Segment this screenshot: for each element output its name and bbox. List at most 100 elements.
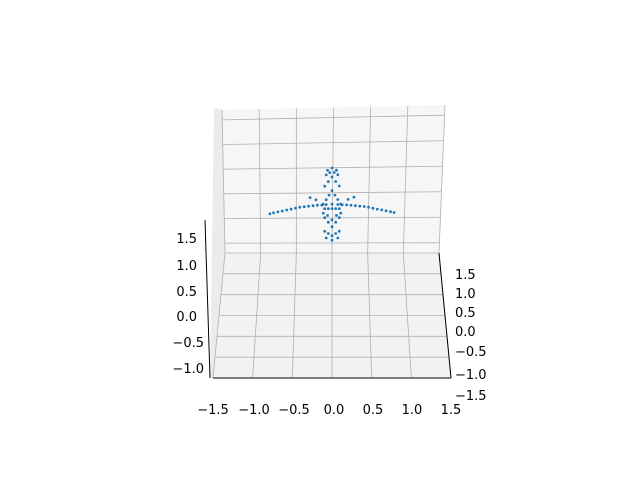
- data-point: [334, 207, 338, 211]
- data-point: [354, 204, 357, 208]
- z-tick-label: −1.0: [172, 362, 204, 377]
- data-point: [323, 184, 327, 188]
- data-point: [330, 189, 334, 193]
- data-point: [324, 236, 328, 240]
- y-tick-label: 0.5: [455, 306, 476, 321]
- data-point: [328, 171, 332, 175]
- x-tick-label: 0.5: [363, 403, 384, 418]
- data-point: [334, 232, 338, 235]
- z-gridline: [224, 216, 441, 219]
- x-gridline: [331, 107, 334, 254]
- data-point: [389, 210, 392, 214]
- data-point: [302, 205, 306, 209]
- data-point: [276, 210, 280, 214]
- data-point: [337, 207, 341, 211]
- z-tick-label: 1.0: [176, 259, 197, 274]
- data-point: [326, 220, 330, 224]
- y-tick-label: 0.0: [455, 325, 476, 340]
- data-point: [326, 214, 329, 217]
- axis-lines: [204, 219, 452, 379]
- data-point: [352, 195, 356, 199]
- tick-labels: −1.5 −1.0 −0.5 0.0 0.5 1.0 1.5 −1.5 −1.0…: [172, 232, 486, 418]
- data-point: [324, 173, 328, 177]
- data-point: [358, 204, 362, 208]
- x-tick-label: −1.0: [238, 403, 270, 418]
- data-point: [337, 216, 341, 220]
- data-point: [332, 171, 336, 174]
- data-points: [268, 166, 396, 242]
- y-tick-label: −0.5: [455, 345, 487, 360]
- data-point: [335, 168, 338, 172]
- data-point: [324, 203, 328, 207]
- data-point: [330, 175, 334, 179]
- data-point: [326, 180, 330, 184]
- x-gridline: [258, 109, 262, 254]
- z-gridline: [223, 191, 442, 195]
- data-point: [337, 184, 341, 188]
- data-point: [339, 202, 343, 206]
- z-gridline: [222, 114, 445, 121]
- data-point: [335, 214, 338, 217]
- x-tick-label: 1.0: [402, 403, 423, 418]
- data-point: [392, 211, 396, 214]
- x-tick-label: −1.5: [197, 403, 229, 418]
- data-point: [336, 236, 340, 240]
- z-tick-label: −0.5: [172, 336, 204, 351]
- data-point: [330, 238, 334, 242]
- data-point: [280, 209, 284, 213]
- x-gridline: [402, 105, 409, 254]
- data-point: [326, 168, 329, 172]
- axes-panes: [210, 105, 451, 378]
- data-point: [334, 220, 338, 224]
- data-point: [334, 180, 338, 183]
- data-point: [321, 211, 325, 215]
- data-point: [336, 203, 340, 206]
- data-point: [298, 205, 302, 209]
- data-point: [294, 206, 297, 210]
- y-axis-line: [438, 252, 452, 379]
- x-tick-label: −0.5: [278, 403, 310, 418]
- data-point: [272, 211, 275, 215]
- data-point: [307, 204, 310, 208]
- data-point: [362, 205, 366, 208]
- z-tick-label: 1.5: [176, 232, 197, 247]
- data-point: [339, 211, 343, 215]
- data-point: [311, 204, 315, 208]
- data-point: [333, 193, 337, 197]
- data-point: [346, 198, 350, 201]
- x-gridline: [221, 109, 226, 254]
- data-point: [336, 198, 340, 201]
- data-point: [323, 229, 327, 233]
- data-point: [349, 203, 353, 207]
- data-point: [289, 207, 293, 211]
- data-point: [345, 203, 348, 207]
- z-tick-label: 0.0: [176, 310, 197, 325]
- data-point: [314, 198, 318, 202]
- data-point: [285, 208, 289, 212]
- x-tick-label: 0.0: [324, 403, 345, 418]
- data-point: [326, 207, 330, 211]
- y-tick-label: 1.5: [455, 268, 476, 283]
- data-point: [371, 206, 375, 210]
- data-point: [316, 203, 319, 207]
- z-gridline: [222, 140, 444, 145]
- grid-lines: [212, 104, 452, 379]
- data-point: [330, 166, 334, 170]
- y-tick-label: 1.0: [455, 287, 476, 302]
- data-point: [336, 173, 340, 177]
- x-gridline: [367, 106, 372, 254]
- data-point: [380, 208, 384, 212]
- data-point: [321, 202, 325, 206]
- data-point: [330, 202, 334, 206]
- data-point: [330, 207, 334, 211]
- data-point: [330, 218, 334, 222]
- data-point: [323, 216, 327, 220]
- data-point: [384, 209, 388, 213]
- data-point: [330, 234, 334, 238]
- data-point: [308, 196, 312, 200]
- data-point: [337, 229, 341, 233]
- y-tick-label: −1.0: [455, 368, 487, 383]
- y-tick-label: −1.5: [455, 389, 487, 404]
